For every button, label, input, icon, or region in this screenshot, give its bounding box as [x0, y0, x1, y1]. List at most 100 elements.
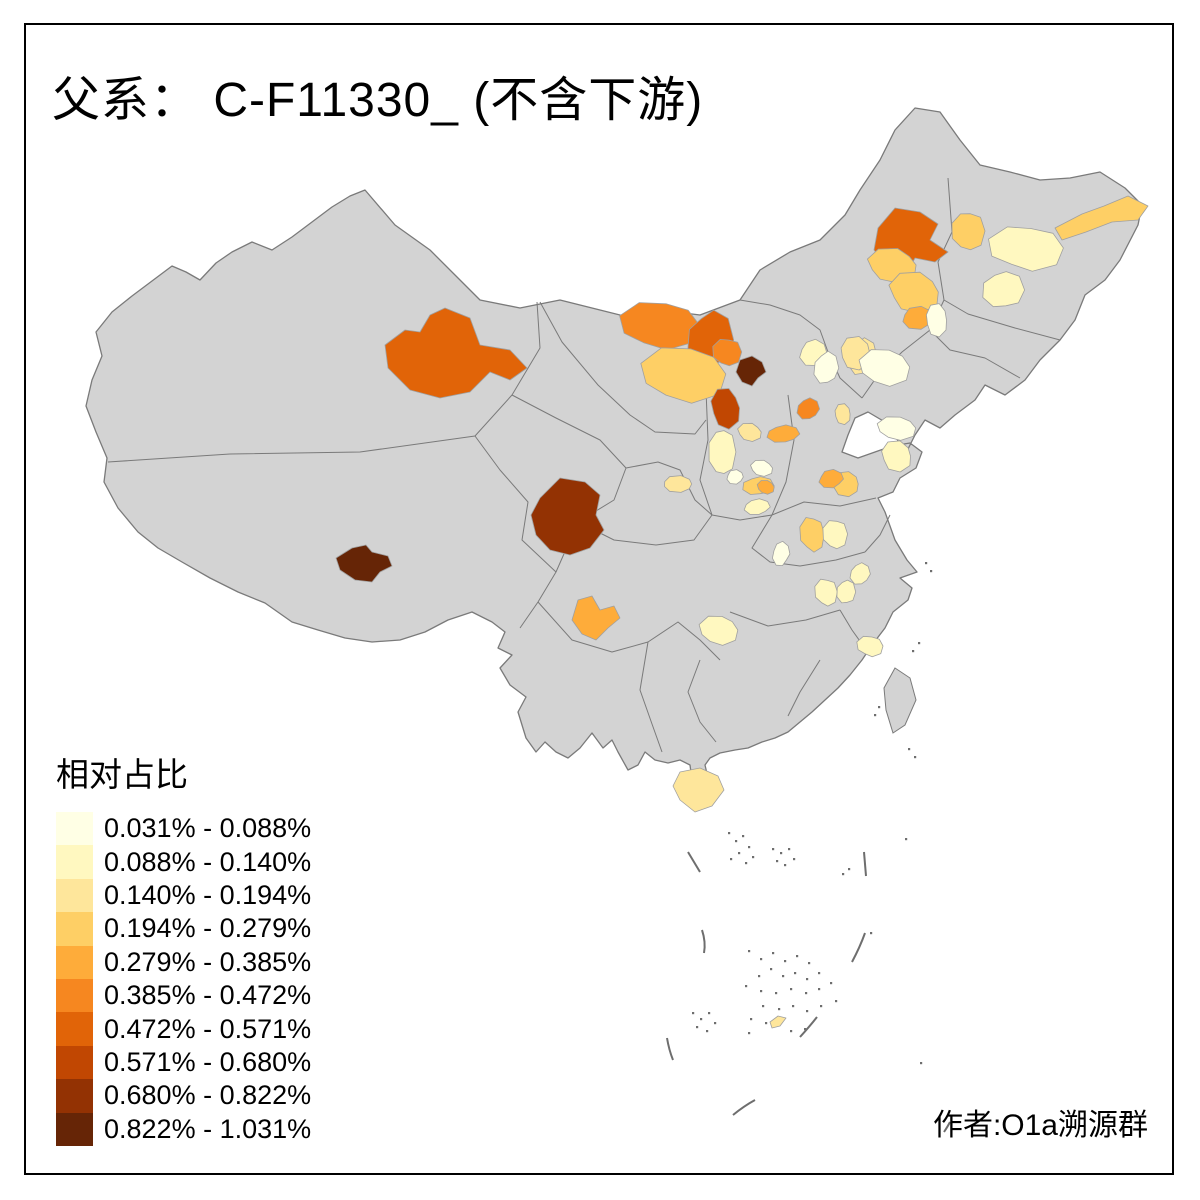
- islet-dot: [735, 840, 738, 843]
- sea-boundary-dash: [863, 851, 867, 877]
- legend-swatch: [56, 1012, 93, 1046]
- legend-label: 0.279% - 0.385%: [104, 946, 312, 977]
- islet-dot: [820, 1005, 823, 1008]
- islet-dot: [748, 1032, 751, 1035]
- prefecture-region: [982, 271, 1025, 308]
- islet-dot: [806, 978, 809, 981]
- province-border: [751, 514, 866, 567]
- sea-boundary-dash: [799, 1016, 818, 1038]
- province-border: [771, 497, 877, 516]
- province-border: [771, 394, 795, 516]
- province-border: [577, 514, 713, 546]
- province-borders-layer: [107, 177, 1061, 753]
- islet-dot: [772, 952, 775, 955]
- mainland-outline: [85, 107, 1143, 793]
- islet-dot: [708, 1012, 711, 1015]
- islet-dot: [830, 982, 833, 985]
- province-border: [699, 389, 713, 516]
- islet-dot: [818, 972, 821, 975]
- prefecture-region: [876, 416, 917, 441]
- province-border: [839, 609, 863, 645]
- islet-dot: [752, 856, 755, 859]
- islet-dot: [782, 975, 785, 978]
- islet-dot: [745, 862, 748, 865]
- prefecture-region: [735, 355, 767, 387]
- islet-dot: [818, 988, 821, 991]
- islet-dot: [784, 960, 787, 963]
- prefecture-region: [335, 544, 393, 583]
- islet-dot: [714, 1022, 717, 1025]
- islet-dot: [792, 1005, 795, 1008]
- islet-dot: [776, 860, 779, 863]
- islet-dot: [742, 835, 745, 838]
- islet-dot: [762, 1005, 765, 1008]
- legend-row: 0.031% - 0.088%: [56, 812, 311, 846]
- islet-dot: [728, 832, 731, 835]
- province-border: [739, 299, 863, 399]
- prefecture-region: [814, 578, 838, 607]
- prefecture-region: [726, 469, 744, 485]
- legend-row: 0.194% - 0.279%: [56, 912, 312, 946]
- islet-dot: [770, 968, 773, 971]
- province-border: [687, 659, 717, 743]
- prefecture-region: [881, 440, 911, 473]
- islet-dot: [912, 650, 915, 653]
- prefecture-regions-layer: [335, 195, 1149, 1029]
- legend-row: 0.140% - 0.194%: [56, 878, 311, 913]
- islet-dot: [790, 1030, 793, 1033]
- prefecture-region: [988, 226, 1064, 272]
- islet-dot: [765, 1022, 768, 1025]
- prefecture-region: [799, 517, 825, 553]
- legend-label: 0.472% - 0.571%: [104, 1013, 312, 1044]
- legend-swatch: [56, 1079, 93, 1113]
- prefecture-region: [769, 1015, 787, 1029]
- legend-label: 0.385% - 0.472%: [104, 980, 312, 1011]
- islet-dot: [696, 1026, 699, 1029]
- legend-swatch: [56, 1045, 93, 1080]
- province-border: [729, 609, 841, 627]
- legend-label: 0.194% - 0.279%: [104, 913, 312, 944]
- legend-label: 0.088% - 0.140%: [104, 846, 312, 877]
- legend-title: 相对占比: [56, 756, 188, 793]
- islet-dot: [808, 962, 811, 965]
- islet-dot: [700, 1018, 703, 1021]
- islet-dot: [748, 950, 751, 953]
- legend-row: 0.385% - 0.472%: [56, 978, 312, 1013]
- islet-dot: [804, 1028, 807, 1031]
- prefecture-region: [834, 403, 851, 426]
- sea-boundary-dash: [732, 1099, 756, 1116]
- prefecture-region: [712, 338, 743, 367]
- islet-dot: [745, 985, 748, 988]
- sea-boundary-dash: [687, 851, 701, 873]
- prefecture-region: [822, 520, 848, 550]
- islet-dot: [750, 1018, 753, 1021]
- prefecture-region: [619, 302, 700, 351]
- islet-dot: [806, 1010, 809, 1013]
- map-base-layer: [85, 107, 1143, 793]
- prefecture-region: [743, 498, 771, 515]
- prefecture-region: [640, 347, 727, 404]
- islet-dot: [790, 988, 793, 991]
- islet-dot: [692, 1012, 695, 1015]
- prefecture-region: [926, 303, 947, 338]
- prefecture-region: [571, 595, 621, 641]
- province-border: [107, 435, 476, 463]
- prefecture-region: [858, 349, 911, 387]
- legend-row: 0.279% - 0.385%: [56, 945, 312, 979]
- plot-title: 父系： C-F11330_ (不含下游): [52, 74, 704, 127]
- prefecture-region: [856, 635, 884, 658]
- prefecture-region: [818, 468, 844, 489]
- islet-dot: [805, 992, 808, 995]
- islet-dot: [758, 975, 761, 978]
- prefecture-region: [772, 540, 791, 566]
- islet-dot: [835, 1000, 838, 1003]
- islet-dot: [918, 642, 921, 645]
- sea-boundary-dash: [943, 1121, 951, 1133]
- prefecture-region: [796, 397, 820, 420]
- prefecture-region: [756, 480, 775, 495]
- province-border: [625, 461, 713, 516]
- legend-swatch: [56, 812, 93, 846]
- legend-swatch: [56, 845, 93, 879]
- islet-dot: [738, 852, 741, 855]
- islet-dot: [775, 992, 778, 995]
